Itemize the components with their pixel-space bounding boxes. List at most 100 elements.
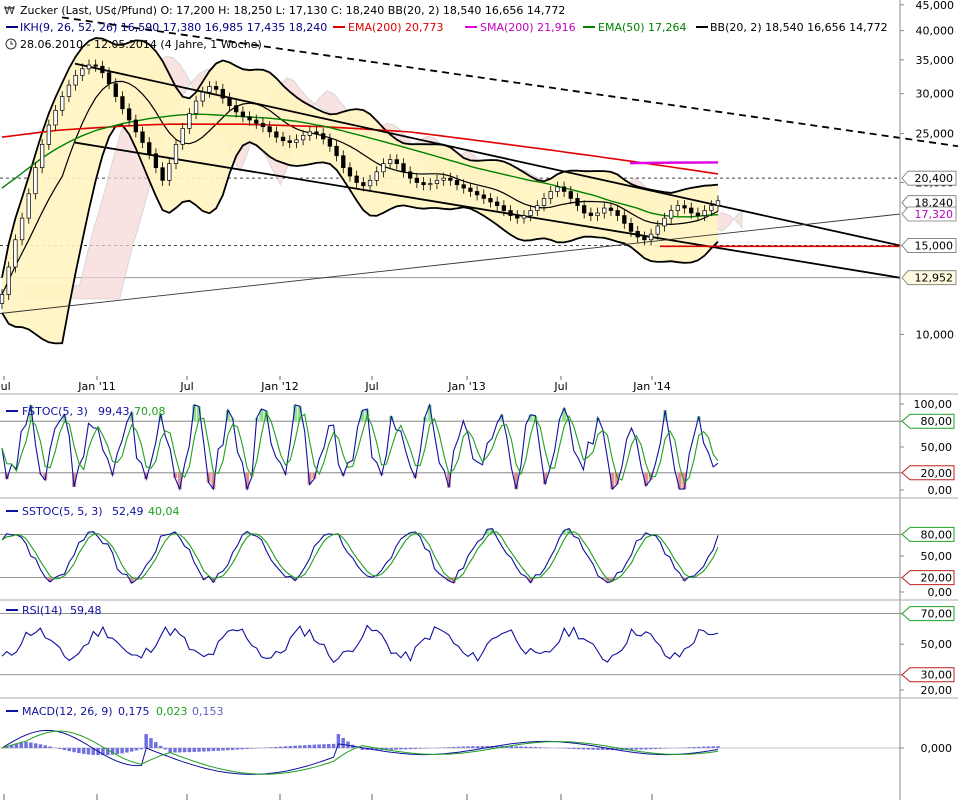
candle-body (287, 140, 292, 143)
candle-body (294, 139, 299, 143)
candle-body (669, 210, 674, 219)
candle-body (86, 64, 92, 70)
candle-body (535, 205, 540, 211)
candle-body (441, 177, 446, 181)
candle-body (247, 116, 252, 121)
date-range: 28.06.2010 - 12.05.2014 (4 Jahre, 1 Woch… (20, 38, 262, 51)
candle-body (234, 105, 239, 113)
candle-body (468, 187, 473, 192)
candle-body (709, 205, 714, 211)
fstoc-label: FSTOC(5, 3) (22, 405, 88, 418)
candle-body (515, 215, 520, 219)
candle-body (321, 133, 326, 140)
osc-line (1, 624, 719, 664)
candle-body (582, 205, 587, 214)
candle-body (488, 198, 493, 203)
ema50-swatch (583, 26, 595, 28)
candle-body (702, 210, 707, 216)
level-label-box (901, 606, 955, 622)
level-label-box (901, 413, 955, 429)
osc-signal-line (1, 411, 719, 485)
candle-body (153, 153, 159, 169)
candle-body (394, 159, 399, 164)
candle-body (66, 84, 72, 97)
candle-body (254, 119, 259, 124)
candle-body (126, 108, 132, 121)
candle-body (568, 191, 573, 199)
candle-body (147, 142, 152, 155)
osc-tick-label: 50,00 (921, 638, 953, 651)
candle-body (73, 75, 78, 86)
price-label-box (901, 206, 957, 222)
candle-body (682, 205, 687, 209)
price-label: 18,240 (915, 197, 954, 210)
candle-body (133, 119, 138, 133)
osc-tick-label: 100,00 (914, 398, 953, 411)
candle-body (0, 294, 5, 304)
sstoc-panel: 80,00 50,00 20,000,00 (0, 526, 958, 601)
price-tick-label: 45,000 (916, 0, 955, 12)
rsi-value-1: 59,48 (70, 604, 102, 617)
candle-body (39, 144, 45, 169)
rsi-label: RSI(14) (22, 604, 62, 617)
candle-body (715, 200, 721, 206)
candle-body (495, 201, 500, 206)
sma200-swatch (465, 26, 477, 28)
candle-body (26, 193, 31, 219)
price-label-box (901, 170, 957, 186)
macd-value-1: 0,175 (118, 705, 150, 718)
candle-body (167, 163, 172, 181)
trendline-lower (74, 141, 901, 279)
candle-body (53, 109, 58, 126)
osc-tick-label: 20,00 (921, 467, 953, 480)
candle-body (655, 225, 660, 235)
candle-body (341, 155, 346, 169)
x-tick-label: Jul (553, 380, 567, 393)
candle-body (501, 205, 507, 211)
candle-body (648, 233, 654, 241)
fstoc-value-1: 99,43 (98, 405, 130, 418)
candle-body (46, 124, 51, 145)
candle-body (307, 131, 312, 136)
macd-panel: 0,000 (0, 729, 952, 800)
rsi-panel: 70,00 50,00 30,00 20,00 (0, 606, 958, 699)
candle-body (280, 136, 286, 142)
macd-label: MACD(12, 26, 9) (22, 705, 113, 718)
candle-body (140, 131, 145, 143)
candle-body (207, 86, 212, 93)
bollinger-mid (1, 80, 719, 295)
candle-body (622, 215, 627, 224)
candle-body (13, 239, 18, 268)
candle-body (173, 144, 179, 164)
candle-body (300, 135, 306, 141)
ema50-legend: EMA(50) 17,264 (598, 21, 687, 34)
price-label-box (901, 270, 957, 286)
candle-body (615, 210, 620, 216)
candle-body (428, 183, 433, 186)
x-tick-label: Jul (0, 380, 11, 393)
sstoc-value-2: 40,04 (148, 505, 180, 518)
x-tick-label: Jan '11 (77, 380, 115, 393)
candle-body (93, 64, 98, 67)
fstoc-legend: FSTOC(5, 3) 99,43 70,08 (6, 405, 166, 418)
ema50-line (1, 113, 719, 218)
osc-signal-line (1, 531, 719, 582)
candle-body (361, 182, 366, 187)
candle-body (347, 167, 353, 177)
x-tick-label: Jan '13 (447, 380, 485, 393)
osc-tick-label: 30,00 (921, 669, 953, 682)
x-tick-label: Jan '12 (260, 380, 298, 393)
chart-header: ₩ Zucker (Last, US¢/Pfund) O: 17,200 H: … (4, 4, 888, 51)
candle-body (267, 126, 272, 133)
candle-body (80, 68, 85, 76)
title-line: Zucker (Last, US¢/Pfund) O: 17,200 H: 18… (20, 4, 565, 17)
candle-body (33, 167, 38, 195)
osc-tick-label: 20,00 (921, 572, 953, 585)
ema200-legend: EMA(200) 20,773 (348, 21, 444, 34)
candle-body (508, 210, 513, 216)
candle-body (227, 97, 232, 107)
candle-body (200, 91, 205, 102)
